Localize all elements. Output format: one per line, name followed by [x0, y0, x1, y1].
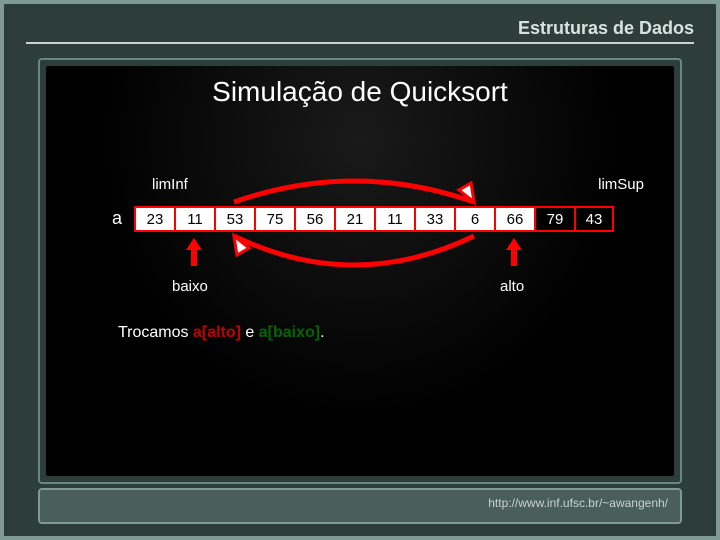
swap-arc [46, 66, 686, 486]
a-label: a [112, 208, 122, 229]
array-cell: 43 [574, 206, 614, 232]
footer-box: http://www.inf.ufsc.br/~awangenh/ [38, 488, 682, 524]
limsup-label: limSup [598, 176, 644, 193]
swap-caption: Trocamos a[alto] e a[baixo]. [118, 324, 325, 342]
array-cell-value: 21 [347, 211, 364, 228]
array-cell-value: 6 [471, 211, 479, 228]
array-cell-value: 23 [147, 211, 164, 228]
array-cell: 56 [294, 206, 334, 232]
baixo-label: baixo [172, 278, 208, 295]
caption-alto: a[alto] [193, 324, 241, 341]
array-cell-value: 33 [427, 211, 444, 228]
liminf-label: limInf [152, 176, 188, 193]
outer-frame: Estruturas de Dados Simulação de Quickso… [0, 0, 720, 540]
up-arrow-alto-icon [504, 238, 524, 268]
stage-content: Simulação de Quicksort limInf limSup a 2… [46, 66, 674, 476]
array-cell: 53 [214, 206, 254, 232]
array-cell: 11 [374, 206, 414, 232]
caption-mid: e [241, 324, 259, 341]
array-cell-value: 53 [227, 211, 244, 228]
slide-title: Simulação de Quicksort [46, 76, 674, 108]
header-label: Estruturas de Dados [518, 18, 694, 39]
array-cell: 66 [494, 206, 534, 232]
array-cell: 23 [134, 206, 174, 232]
array-cell: 21 [334, 206, 374, 232]
up-arrow-baixo-icon [184, 238, 204, 268]
array-cell-value: 11 [387, 211, 403, 228]
header-rule [26, 42, 694, 44]
array-row: 23115375562111336667943 [134, 206, 614, 232]
array-cell-value: 66 [507, 211, 524, 228]
inner-stage: Simulação de Quicksort limInf limSup a 2… [38, 58, 682, 484]
array-cell: 75 [254, 206, 294, 232]
array-cell-value: 75 [267, 211, 284, 228]
caption-baixo: a[baixo] [259, 324, 320, 341]
caption-suffix: . [320, 324, 324, 341]
array-cell-value: 56 [307, 211, 324, 228]
array-cell: 6 [454, 206, 494, 232]
array-cell: 11 [174, 206, 214, 232]
array-cell-value: 43 [586, 211, 603, 228]
array-cell: 33 [414, 206, 454, 232]
array-cell: 79 [534, 206, 574, 232]
array-cell-value: 11 [187, 211, 203, 228]
array-cell-value: 79 [547, 211, 564, 228]
caption-prefix: Trocamos [118, 324, 193, 341]
alto-label: alto [500, 278, 524, 295]
footer-url: http://www.inf.ufsc.br/~awangenh/ [488, 496, 668, 510]
